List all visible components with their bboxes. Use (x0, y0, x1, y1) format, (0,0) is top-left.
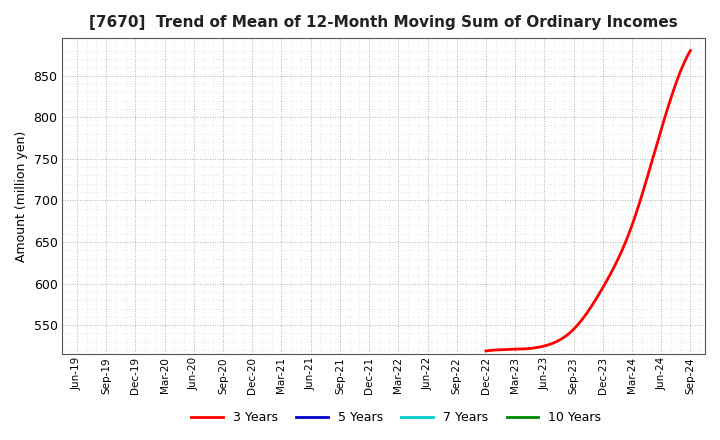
Legend: 3 Years, 5 Years, 7 Years, 10 Years: 3 Years, 5 Years, 7 Years, 10 Years (186, 407, 606, 429)
Title: [7670]  Trend of Mean of 12-Month Moving Sum of Ordinary Incomes: [7670] Trend of Mean of 12-Month Moving … (89, 15, 678, 30)
Y-axis label: Amount (million yen): Amount (million yen) (15, 131, 28, 262)
